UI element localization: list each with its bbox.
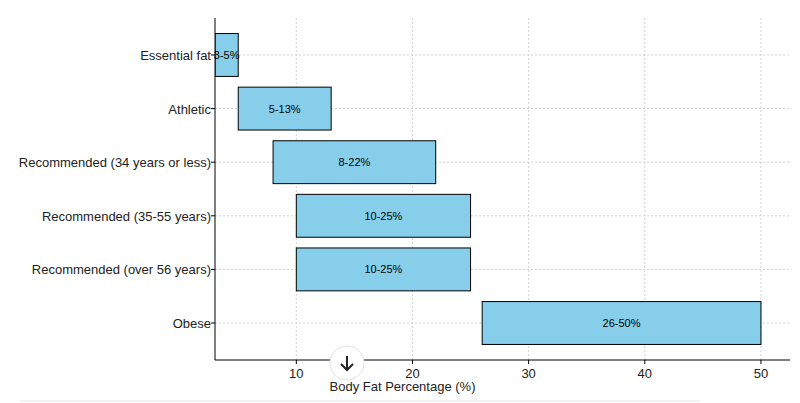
data-labels: 3-5% 5-13% 8-22% 10-25% 10-25% 26-50%: [214, 49, 641, 329]
y-tick-label: Recommended (34 years or less): [19, 155, 211, 170]
data-label: 3-5%: [214, 49, 240, 61]
x-tick: [760, 360, 761, 364]
x-tick-label: 10: [289, 366, 303, 381]
y-tick-label: Recommended (over 56 years): [32, 262, 211, 277]
y-ticks: Essential fat Athletic Recommended (34 yea…: [19, 48, 215, 331]
bottom-rule: [20, 401, 700, 402]
grid-line-x: [296, 18, 297, 360]
bar: [238, 87, 331, 130]
y-tick: [211, 162, 215, 163]
scroll-button: [330, 346, 364, 380]
data-label: 26-50%: [603, 317, 641, 329]
bar: [482, 302, 761, 345]
bar: [296, 248, 470, 291]
x-axis-label: Body Fat Percentage (%): [330, 379, 476, 394]
data-label: 10-25%: [364, 263, 402, 275]
x-tick-label: 40: [638, 366, 652, 381]
grid-line-x: [412, 18, 413, 360]
y-tick: [211, 269, 215, 270]
x-tick: [644, 360, 645, 364]
y-axis: [215, 18, 216, 360]
y-tick: [211, 323, 215, 324]
bar: [296, 194, 470, 237]
y-tick-label: Obese: [173, 316, 211, 331]
x-tick: [296, 360, 297, 364]
x-tick-label: 30: [521, 366, 535, 381]
y-tick: [211, 215, 215, 216]
y-tick-label: Essential fat: [140, 48, 211, 63]
x-tick: [412, 360, 413, 364]
scroll-circle: [330, 346, 364, 380]
y-tick-label: Recommended (35-55 years): [42, 209, 211, 224]
x-axis: [215, 360, 790, 361]
y-tick: [211, 54, 215, 55]
bar: [273, 141, 436, 184]
x-tick: [528, 360, 529, 364]
scroll-arrow: [341, 356, 353, 370]
x-tick-label: 50: [754, 366, 768, 381]
data-label: 10-25%: [364, 210, 402, 222]
grid: [215, 18, 790, 360]
data-label: 8-22%: [338, 156, 370, 168]
y-tick-label: Athletic: [168, 102, 211, 117]
bars: [215, 34, 761, 345]
grid-line-y: [215, 54, 790, 55]
data-label: 5-13%: [269, 103, 301, 115]
y-tick: [211, 108, 215, 109]
